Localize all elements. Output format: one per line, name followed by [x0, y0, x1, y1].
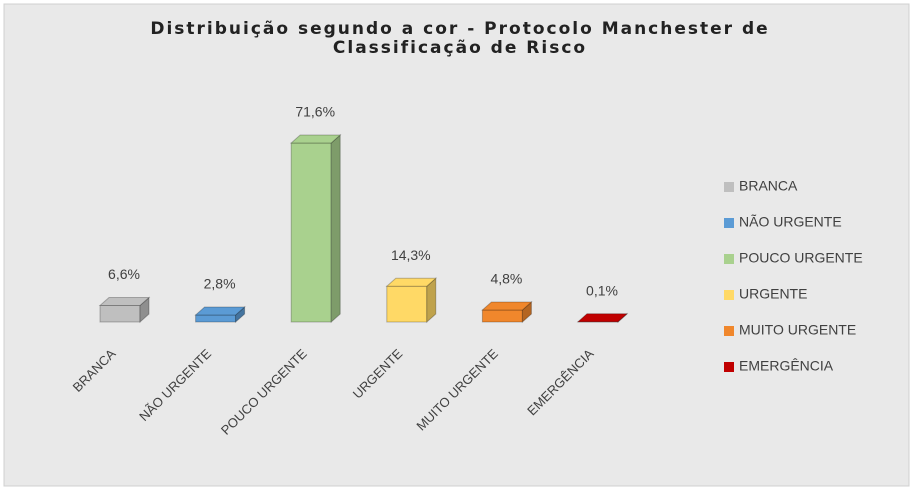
chart-title: Distribuição segundo a cor - Protocolo M… [150, 19, 770, 58]
legend-swatch [724, 182, 734, 192]
legend-label: MUITO URGENTE [739, 322, 856, 338]
bar-top [481, 301, 533, 311]
bar-top [385, 277, 438, 287]
bar-side [330, 133, 341, 324]
bar-side-shade [618, 313, 627, 322]
data-label: 71,6% [295, 104, 335, 120]
data-label: 4,8% [490, 271, 522, 287]
legend-swatch [724, 362, 734, 372]
data-label: 6,6% [108, 266, 140, 282]
bar-front [481, 309, 523, 323]
bar-front [386, 285, 428, 323]
bar-side-shade [426, 278, 436, 322]
legend-swatch [724, 326, 734, 336]
legend-label: POUCO URGENTE [739, 250, 863, 266]
data-label: 14,3% [391, 247, 431, 263]
bar [289, 133, 342, 324]
bar-side-shade [522, 302, 532, 322]
legend-label: URGENTE [739, 286, 807, 302]
legend-label: EMERGÊNCIA [739, 358, 834, 374]
bar-top [289, 134, 342, 144]
legend-label: NÃO URGENTE [739, 214, 842, 230]
bar-side-shade [140, 297, 149, 322]
bar-side-shade [331, 135, 341, 322]
bar-top [576, 313, 629, 323]
bar [576, 312, 629, 324]
bar-top [194, 306, 246, 316]
bar-front [195, 314, 237, 323]
legend-swatch [724, 254, 734, 264]
data-label: 2,8% [204, 276, 236, 292]
bar-front [99, 305, 141, 323]
chart-background [3, 3, 910, 487]
bar [98, 296, 151, 324]
bar-top [98, 297, 151, 306]
bar [481, 300, 533, 324]
bar-front [290, 142, 332, 323]
legend-swatch [724, 290, 734, 300]
legend-label: BRANCA [739, 178, 798, 194]
bar [194, 305, 246, 324]
legend-swatch [724, 218, 734, 228]
data-label: 0,1% [586, 282, 618, 298]
bar [385, 277, 438, 324]
bar-side-shade [235, 307, 245, 322]
